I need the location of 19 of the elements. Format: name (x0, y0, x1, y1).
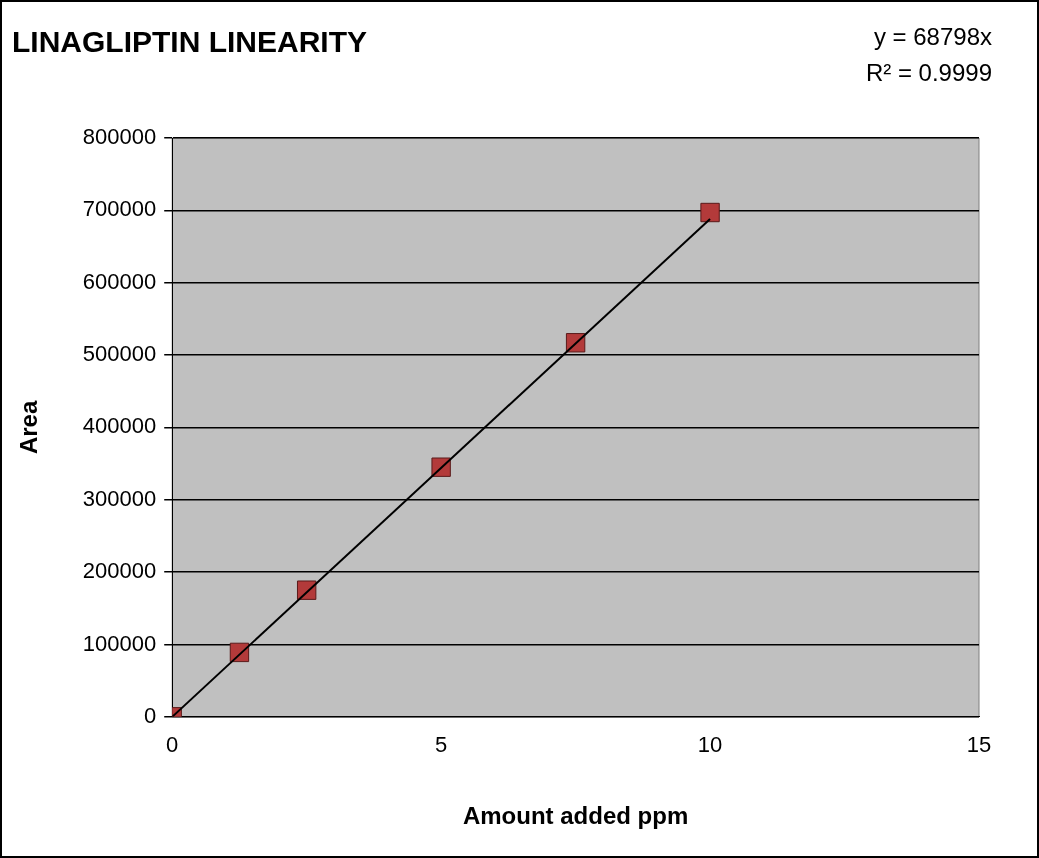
x-tick-label: 5 (435, 732, 448, 758)
x-tick-label: 15 (966, 732, 992, 758)
chart-title: LINAGLIPTIN LINEARITY (12, 25, 367, 59)
point (700, 202, 720, 223)
x-tick-label: 0 (166, 732, 179, 758)
y-axis-title: Area (15, 400, 43, 455)
y-tick-label: 500000 (82, 341, 157, 367)
text: y = 68798x (873, 22, 992, 50)
y-tick-label: 0 (143, 702, 157, 728)
x-tick-label: 10 (697, 732, 723, 758)
y-tick-label: 400000 (82, 413, 157, 439)
x-axis-title: Amount added ppm (462, 802, 689, 830)
y-tick-label: 100000 (82, 630, 157, 656)
y-tick-label: 600000 (82, 268, 157, 294)
y-tick-label: 700000 (82, 196, 157, 222)
y-tick-label: 800000 (82, 124, 157, 150)
text: R² = 0.9999 (865, 58, 992, 86)
y-tick-label: 300000 (82, 485, 157, 511)
y-tick-label: 200000 (82, 558, 157, 584)
